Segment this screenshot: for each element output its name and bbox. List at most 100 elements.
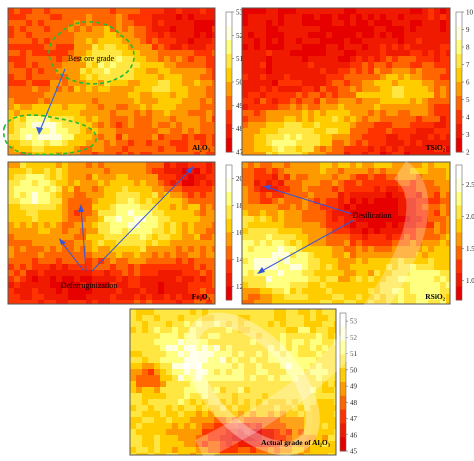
heatmap-cell [250, 351, 257, 358]
heatmap-cell [326, 210, 333, 217]
heatmap-cell [26, 38, 33, 45]
heatmap-cell [356, 162, 363, 169]
heatmap-cell [134, 180, 141, 187]
heatmap-cell [260, 20, 267, 27]
heatmap-cell [164, 56, 171, 63]
heatmap-cell [238, 369, 245, 376]
heatmap-cell [214, 369, 221, 376]
heatmap-cell [428, 122, 435, 129]
heatmap-cell [410, 294, 417, 301]
heatmap-cell [128, 246, 135, 253]
heatmap-cell [182, 264, 189, 271]
heatmap-cell [272, 128, 279, 135]
heatmap-cell [308, 168, 315, 175]
heatmap-cell [212, 152, 216, 156]
heatmap-cell [206, 134, 213, 141]
heatmap-cell [160, 339, 167, 346]
heatmap-cell [368, 44, 375, 51]
colorbar-segment [456, 29, 462, 34]
heatmap-cell [356, 62, 363, 69]
heatmap-cell [182, 240, 189, 247]
heatmap-cell [250, 333, 257, 340]
heatmap-cell [146, 62, 153, 69]
heatmap-cell [446, 174, 451, 181]
heatmap-cell [308, 294, 315, 301]
heatmap-cell [166, 309, 173, 316]
heatmap-cell [164, 110, 171, 117]
heatmap-cell [380, 246, 387, 253]
heatmap-cell [110, 216, 117, 223]
heatmap-cell [374, 80, 381, 87]
heatmap-cell [328, 429, 335, 436]
heatmap-cell [320, 216, 327, 223]
heatmap-cell [272, 122, 279, 129]
heatmap-cell [166, 417, 173, 424]
heatmap-cell [350, 180, 357, 187]
heatmap-cell [92, 8, 99, 15]
heatmap-cell [334, 429, 337, 436]
heatmap-cell [194, 222, 201, 229]
heatmap-cell [422, 116, 429, 123]
heatmap-cell [104, 140, 111, 147]
heatmap-cell [62, 210, 69, 217]
heatmap-cell [398, 216, 405, 223]
heatmap-cell [20, 246, 27, 253]
heatmap-cell [8, 168, 15, 175]
heatmap-cell [266, 80, 273, 87]
heatmap-cell [212, 26, 216, 33]
heatmap-cell [190, 387, 197, 394]
heatmap-cell [328, 315, 335, 322]
heatmap-cell [172, 345, 179, 352]
heatmap-cell [8, 110, 15, 117]
heatmap-cell [326, 198, 333, 205]
heatmap-cell [140, 68, 147, 75]
heatmap-cell [20, 192, 27, 199]
heatmap-cell [296, 246, 303, 253]
heatmap-cell [14, 74, 21, 81]
heatmap-cell [284, 62, 291, 69]
heatmap-cell [68, 116, 75, 123]
colorbar-segment [226, 252, 232, 257]
heatmap-cell [238, 309, 245, 316]
heatmap-cell [386, 134, 393, 141]
heatmap-cell [68, 20, 75, 27]
heatmap-cell [152, 258, 159, 265]
heatmap-cell [416, 288, 423, 295]
heatmap-cell [338, 8, 345, 15]
heatmap-cell [242, 92, 249, 99]
heatmap-cell [326, 258, 333, 265]
heatmap-cell [428, 110, 435, 117]
heatmap-cell [62, 92, 69, 99]
heatmap-cell [392, 246, 399, 253]
heatmap-cell [188, 246, 195, 253]
heatmap-cell [142, 405, 149, 412]
heatmap-cell [380, 294, 387, 301]
heatmap-cell [338, 216, 345, 223]
colorbar-segment [340, 382, 346, 386]
heatmap-cell [62, 86, 69, 93]
heatmap-cell [262, 381, 269, 388]
heatmap-cell [160, 345, 167, 352]
heatmap-cell [302, 186, 309, 193]
heatmap-cell [188, 210, 195, 217]
heatmap-cell [368, 288, 375, 295]
heatmap-cell [326, 62, 333, 69]
heatmap-cell [128, 20, 135, 27]
heatmap-cell [14, 38, 21, 45]
heatmap-cell [308, 128, 315, 135]
colorbar-segment [456, 276, 462, 281]
panel-label-rsio2: RSiO₂ [425, 292, 446, 301]
colorbar-tick-label: 8 [466, 44, 470, 52]
heatmap-cell [290, 56, 297, 63]
heatmap-cell [208, 375, 215, 382]
heatmap-cell [220, 363, 227, 370]
heatmap-cell [206, 38, 213, 45]
colorbar-tick-label: 3 [466, 131, 470, 139]
heatmap-cell [56, 246, 63, 253]
heatmap-cell [160, 393, 167, 400]
heatmap-cell [422, 294, 429, 301]
heatmap-cell [308, 246, 315, 253]
heatmap-cell [110, 222, 117, 229]
heatmap-cell [188, 128, 195, 135]
heatmap-cell [50, 8, 57, 15]
